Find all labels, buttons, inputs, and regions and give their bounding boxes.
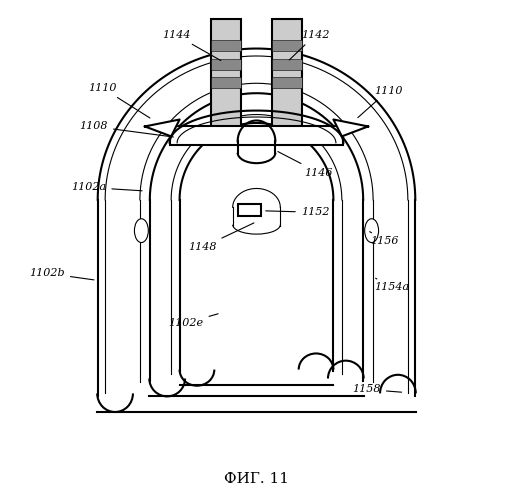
Bar: [272, 77, 302, 88]
Text: 1152: 1152: [266, 207, 329, 217]
Bar: [211, 77, 241, 88]
Polygon shape: [145, 119, 180, 136]
Ellipse shape: [134, 219, 148, 243]
Text: 1146: 1146: [278, 152, 333, 178]
Text: 1148: 1148: [189, 223, 254, 252]
Text: 1110: 1110: [88, 83, 150, 118]
Ellipse shape: [365, 219, 379, 243]
Bar: [272, 40, 302, 51]
Text: ФИГ. 11: ФИГ. 11: [224, 472, 289, 486]
Bar: [211, 19, 241, 138]
Text: 1158: 1158: [352, 384, 402, 394]
Text: 1142: 1142: [289, 30, 329, 60]
Bar: [170, 126, 343, 145]
Text: 1156: 1156: [370, 232, 399, 246]
Text: 1110: 1110: [358, 86, 402, 118]
Bar: [238, 204, 262, 216]
Polygon shape: [97, 48, 416, 398]
Text: 1108: 1108: [80, 121, 173, 137]
Bar: [272, 19, 302, 138]
Text: 1102e: 1102e: [168, 314, 218, 328]
Bar: [211, 59, 241, 70]
Bar: [211, 40, 241, 51]
Text: 1102a: 1102a: [71, 183, 142, 193]
Text: 1102b: 1102b: [29, 268, 94, 280]
Text: 1144: 1144: [162, 30, 221, 60]
Text: 1154a: 1154a: [374, 278, 409, 292]
Bar: [272, 59, 302, 70]
Polygon shape: [333, 119, 368, 136]
